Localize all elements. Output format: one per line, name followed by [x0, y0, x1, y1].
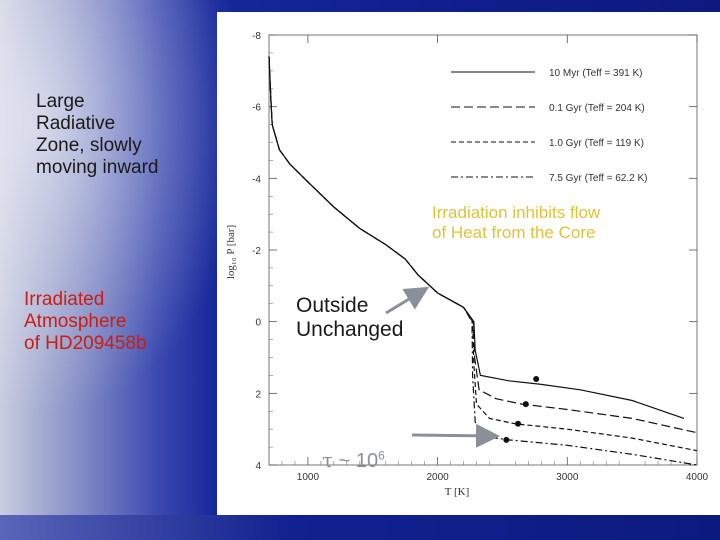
pt-curves — [268, 56, 698, 466]
y-axis-title: log₁₀ P [bar] — [225, 225, 237, 279]
curve-marker-1 — [533, 376, 540, 382]
radiative-zone-note: Large Radiative Zone, slowly moving inwa… — [36, 91, 159, 178]
outside-unchanged-note: Outside Unchanged — [296, 294, 404, 342]
legend-label-4: 7.5 Gyr (Teff = 62.2 K) — [549, 173, 647, 184]
x-axis-ticks: 1000 2000 3000 4000 — [281, 35, 709, 483]
plot-panel: 1000 2000 3000 4000 -8 -6 -4 -2 0 2 4 10 Myr (Tef… — [217, 12, 720, 515]
x-tick-label: 1000 — [297, 472, 320, 483]
y-tick-label: -4 — [252, 174, 261, 185]
irradiation-note: Irradiation inhibits flow of Heat from t… — [432, 203, 601, 242]
legend: 10 Myr (Teff = 391 K) 0.1 Gyr (Teff = 204… — [451, 68, 647, 184]
tau-note: τ ~ 106 — [322, 426, 385, 473]
curve-series-3 — [268, 56, 698, 452]
slide-footer-band — [0, 515, 720, 540]
pt-profile-chart: 1000 2000 3000 4000 -8 -6 -4 -2 0 2 4 10 Myr (Tef… — [225, 31, 709, 498]
y-tick-label: -8 — [252, 31, 261, 42]
tau-exponent: 6 — [378, 448, 385, 463]
y-tick-label: 4 — [255, 461, 261, 472]
x-tick-label: 3000 — [556, 472, 579, 483]
tau-value: ~ 10 — [333, 450, 379, 472]
x-tick-label: 4000 — [686, 472, 709, 483]
legend-label-2: 0.1 Gyr (Teff = 204 K) — [549, 103, 645, 114]
curve-marker-3 — [515, 420, 522, 427]
legend-label-3: 1.0 Gyr (Teff = 119 K) — [549, 138, 644, 149]
y-tick-label: -6 — [252, 103, 261, 114]
curve-series-2 — [268, 56, 698, 434]
tau-symbol: τ — [322, 448, 334, 472]
x-axis-title: T [K] — [445, 486, 470, 498]
curve-markers — [503, 376, 540, 443]
legend-label-1: 10 Myr (Teff = 391 K) — [549, 68, 642, 79]
y-axis-ticks: -8 -6 -4 -2 0 2 4 — [252, 31, 697, 472]
irradiated-atmosphere-note: Irradiated Atmosphere of HD209458b — [24, 289, 147, 354]
y-tick-label: 2 — [255, 389, 261, 400]
y-tick-label: -2 — [252, 246, 261, 257]
curve-marker-4 — [503, 436, 510, 443]
x-tick-label: 2000 — [426, 472, 449, 483]
curve-marker-2 — [522, 401, 529, 408]
y-tick-label: 0 — [255, 318, 261, 329]
curve-series-4 — [268, 56, 698, 466]
